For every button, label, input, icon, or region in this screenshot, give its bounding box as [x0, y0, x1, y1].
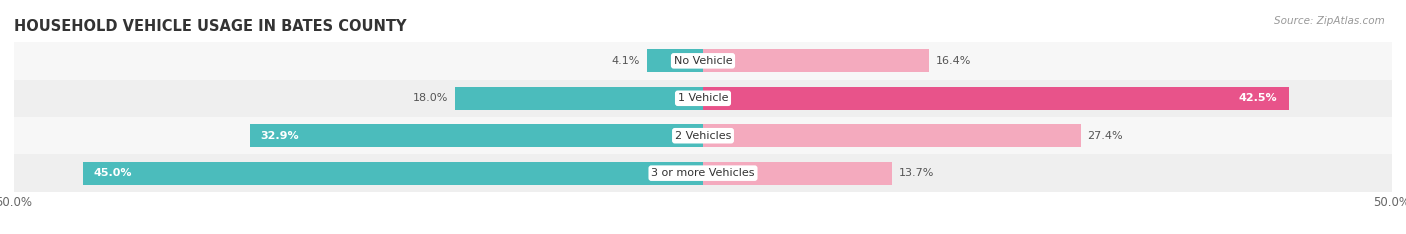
Text: 16.4%: 16.4% — [936, 56, 972, 66]
Text: HOUSEHOLD VEHICLE USAGE IN BATES COUNTY: HOUSEHOLD VEHICLE USAGE IN BATES COUNTY — [14, 19, 406, 34]
Bar — [647, 49, 703, 73]
Text: 45.0%: 45.0% — [94, 168, 132, 178]
Text: No Vehicle: No Vehicle — [673, 56, 733, 66]
Bar — [703, 124, 1081, 147]
Bar — [703, 161, 891, 185]
Text: 13.7%: 13.7% — [898, 168, 934, 178]
Text: 18.0%: 18.0% — [413, 93, 449, 103]
Text: 2 Vehicles: 2 Vehicles — [675, 131, 731, 141]
Bar — [703, 49, 929, 73]
Text: 27.4%: 27.4% — [1087, 131, 1123, 141]
Text: 3 or more Vehicles: 3 or more Vehicles — [651, 168, 755, 178]
Bar — [14, 154, 1392, 192]
Bar — [14, 42, 1392, 80]
Bar — [456, 87, 703, 110]
Bar — [14, 117, 1392, 154]
Text: 1 Vehicle: 1 Vehicle — [678, 93, 728, 103]
Bar — [703, 87, 1289, 110]
Bar — [14, 80, 1392, 117]
Text: 4.1%: 4.1% — [612, 56, 640, 66]
Bar — [83, 161, 703, 185]
Text: Source: ZipAtlas.com: Source: ZipAtlas.com — [1274, 16, 1385, 26]
Text: 32.9%: 32.9% — [260, 131, 299, 141]
Text: 42.5%: 42.5% — [1239, 93, 1278, 103]
Bar — [250, 124, 703, 147]
